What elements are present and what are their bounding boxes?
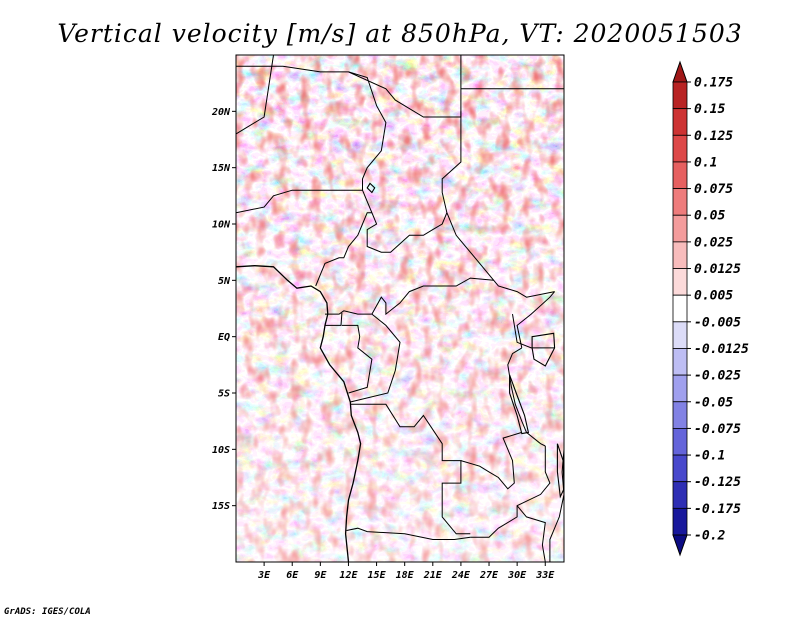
x-axis: 3E 6E 9E 12E 15E 18E 21E 24E 27E 30E 33E [257, 562, 555, 581]
plot-area [236, 55, 564, 562]
colorbar-label: -0.025 [694, 369, 741, 384]
lake-outline [366, 182, 376, 194]
country-border [325, 312, 343, 326]
plot-frame [235, 54, 565, 563]
coastline [236, 265, 362, 562]
colorbar-label: -0.005 [694, 315, 741, 330]
country-border [236, 55, 274, 135]
x-tick-label: 21E [423, 570, 443, 581]
colorbar-label: 0.05 [694, 209, 725, 224]
country-border [236, 65, 462, 118]
country-border [512, 314, 555, 349]
country-border [236, 189, 363, 214]
colorbar-swatch [672, 241, 688, 269]
y-tick-label: 15S [212, 501, 230, 512]
colorbar-swatch-min [672, 534, 688, 557]
x-tick-label: 15E [368, 570, 387, 581]
y-axis: 20N 15N 10N 5N EQ 5S 10S 15S [211, 107, 236, 512]
colorbar-label: -0.2 [694, 529, 725, 544]
colorbar-label: -0.175 [694, 502, 741, 517]
southern-fade [236, 55, 564, 562]
colorbar-swatch [672, 294, 688, 323]
chart-title: Vertical velocity [m/s] at 850hPa, VT: 2… [57, 19, 742, 48]
colorbar-label: 0.125 [694, 129, 733, 144]
colorbar-swatch [672, 161, 688, 189]
colorbar-swatch [672, 108, 688, 136]
colorbar-label: 0.15 [694, 102, 725, 117]
country-border [371, 277, 494, 316]
country-border [366, 212, 448, 253]
country-border [350, 403, 471, 535]
colorbar-swatch [672, 134, 688, 163]
colorbar-swatch [672, 454, 688, 483]
colorbar-swatch [672, 81, 688, 110]
colorbar-swatch [672, 321, 688, 349]
country-border [516, 505, 546, 562]
colorbar-label: -0.125 [694, 475, 741, 490]
colorbar-label: 0.005 [694, 289, 733, 304]
colorbar-label: 0.025 [694, 235, 733, 250]
country-border [325, 310, 372, 315]
colorbar-swatch [672, 507, 688, 536]
country-borders [236, 55, 564, 562]
x-tick-label: 27E [479, 570, 499, 581]
x-tick-label: 33E [535, 570, 555, 581]
colorbar-label: -0.0125 [694, 342, 749, 357]
country-border [516, 291, 555, 349]
y-tick-label: 20N [211, 107, 231, 118]
x-tick-label: 6E [286, 570, 299, 581]
colorbar-swatch [672, 348, 688, 376]
lake-outline [556, 443, 564, 499]
lake-outline [509, 374, 530, 435]
colorbar-swatch [672, 268, 688, 296]
x-tick-label: 24E [451, 570, 471, 581]
country-border [341, 324, 373, 394]
y-tick-label: 10N [212, 220, 231, 231]
colorbar-swatch-max [672, 60, 688, 83]
x-tick-label: 9E [314, 570, 327, 581]
grads-credit: GrADS: IGES/COLA [4, 607, 91, 617]
y-tick-label: 5S [218, 389, 230, 400]
x-tick-label: 3E [257, 570, 271, 581]
x-tick-label: 18E [396, 570, 415, 581]
lake-outline [531, 332, 556, 367]
colorbar-swatch [672, 401, 688, 429]
colorbar-swatch [672, 428, 688, 456]
country-border [350, 313, 401, 403]
colorbar-label: 0.175 [694, 76, 733, 91]
colorbar-swatch [672, 374, 688, 403]
country-border [346, 527, 471, 540]
country-border [507, 347, 546, 447]
colorbar-swatch [672, 188, 688, 216]
y-tick-label: 10S [212, 445, 230, 456]
y-tick-label: 15N [212, 163, 231, 174]
colorbar-swatch [672, 214, 688, 243]
colorbar-label: -0.05 [694, 395, 733, 410]
y-tick-label: 5N [218, 276, 231, 287]
y-tick-label: EQ [218, 332, 230, 343]
country-border [315, 212, 372, 287]
colorbar-label: -0.075 [694, 422, 741, 437]
colorbar-label: 0.1 [694, 155, 717, 170]
colorbar-label: 0.0125 [694, 262, 741, 277]
colorbar-label: -0.1 [694, 449, 725, 464]
colorbar-label: 0.075 [694, 182, 733, 197]
country-border [348, 71, 387, 213]
country-border [441, 55, 555, 298]
colorbar-swatch [672, 481, 688, 509]
country-border [460, 431, 522, 490]
colorbar: 0.175 0.15 0.125 0.1 0.075 0.05 0.025 0.0125 0.0… [672, 60, 749, 557]
x-tick-label: 30E [507, 570, 527, 581]
country-border [549, 449, 564, 562]
x-tick-label: 12E [339, 570, 358, 581]
